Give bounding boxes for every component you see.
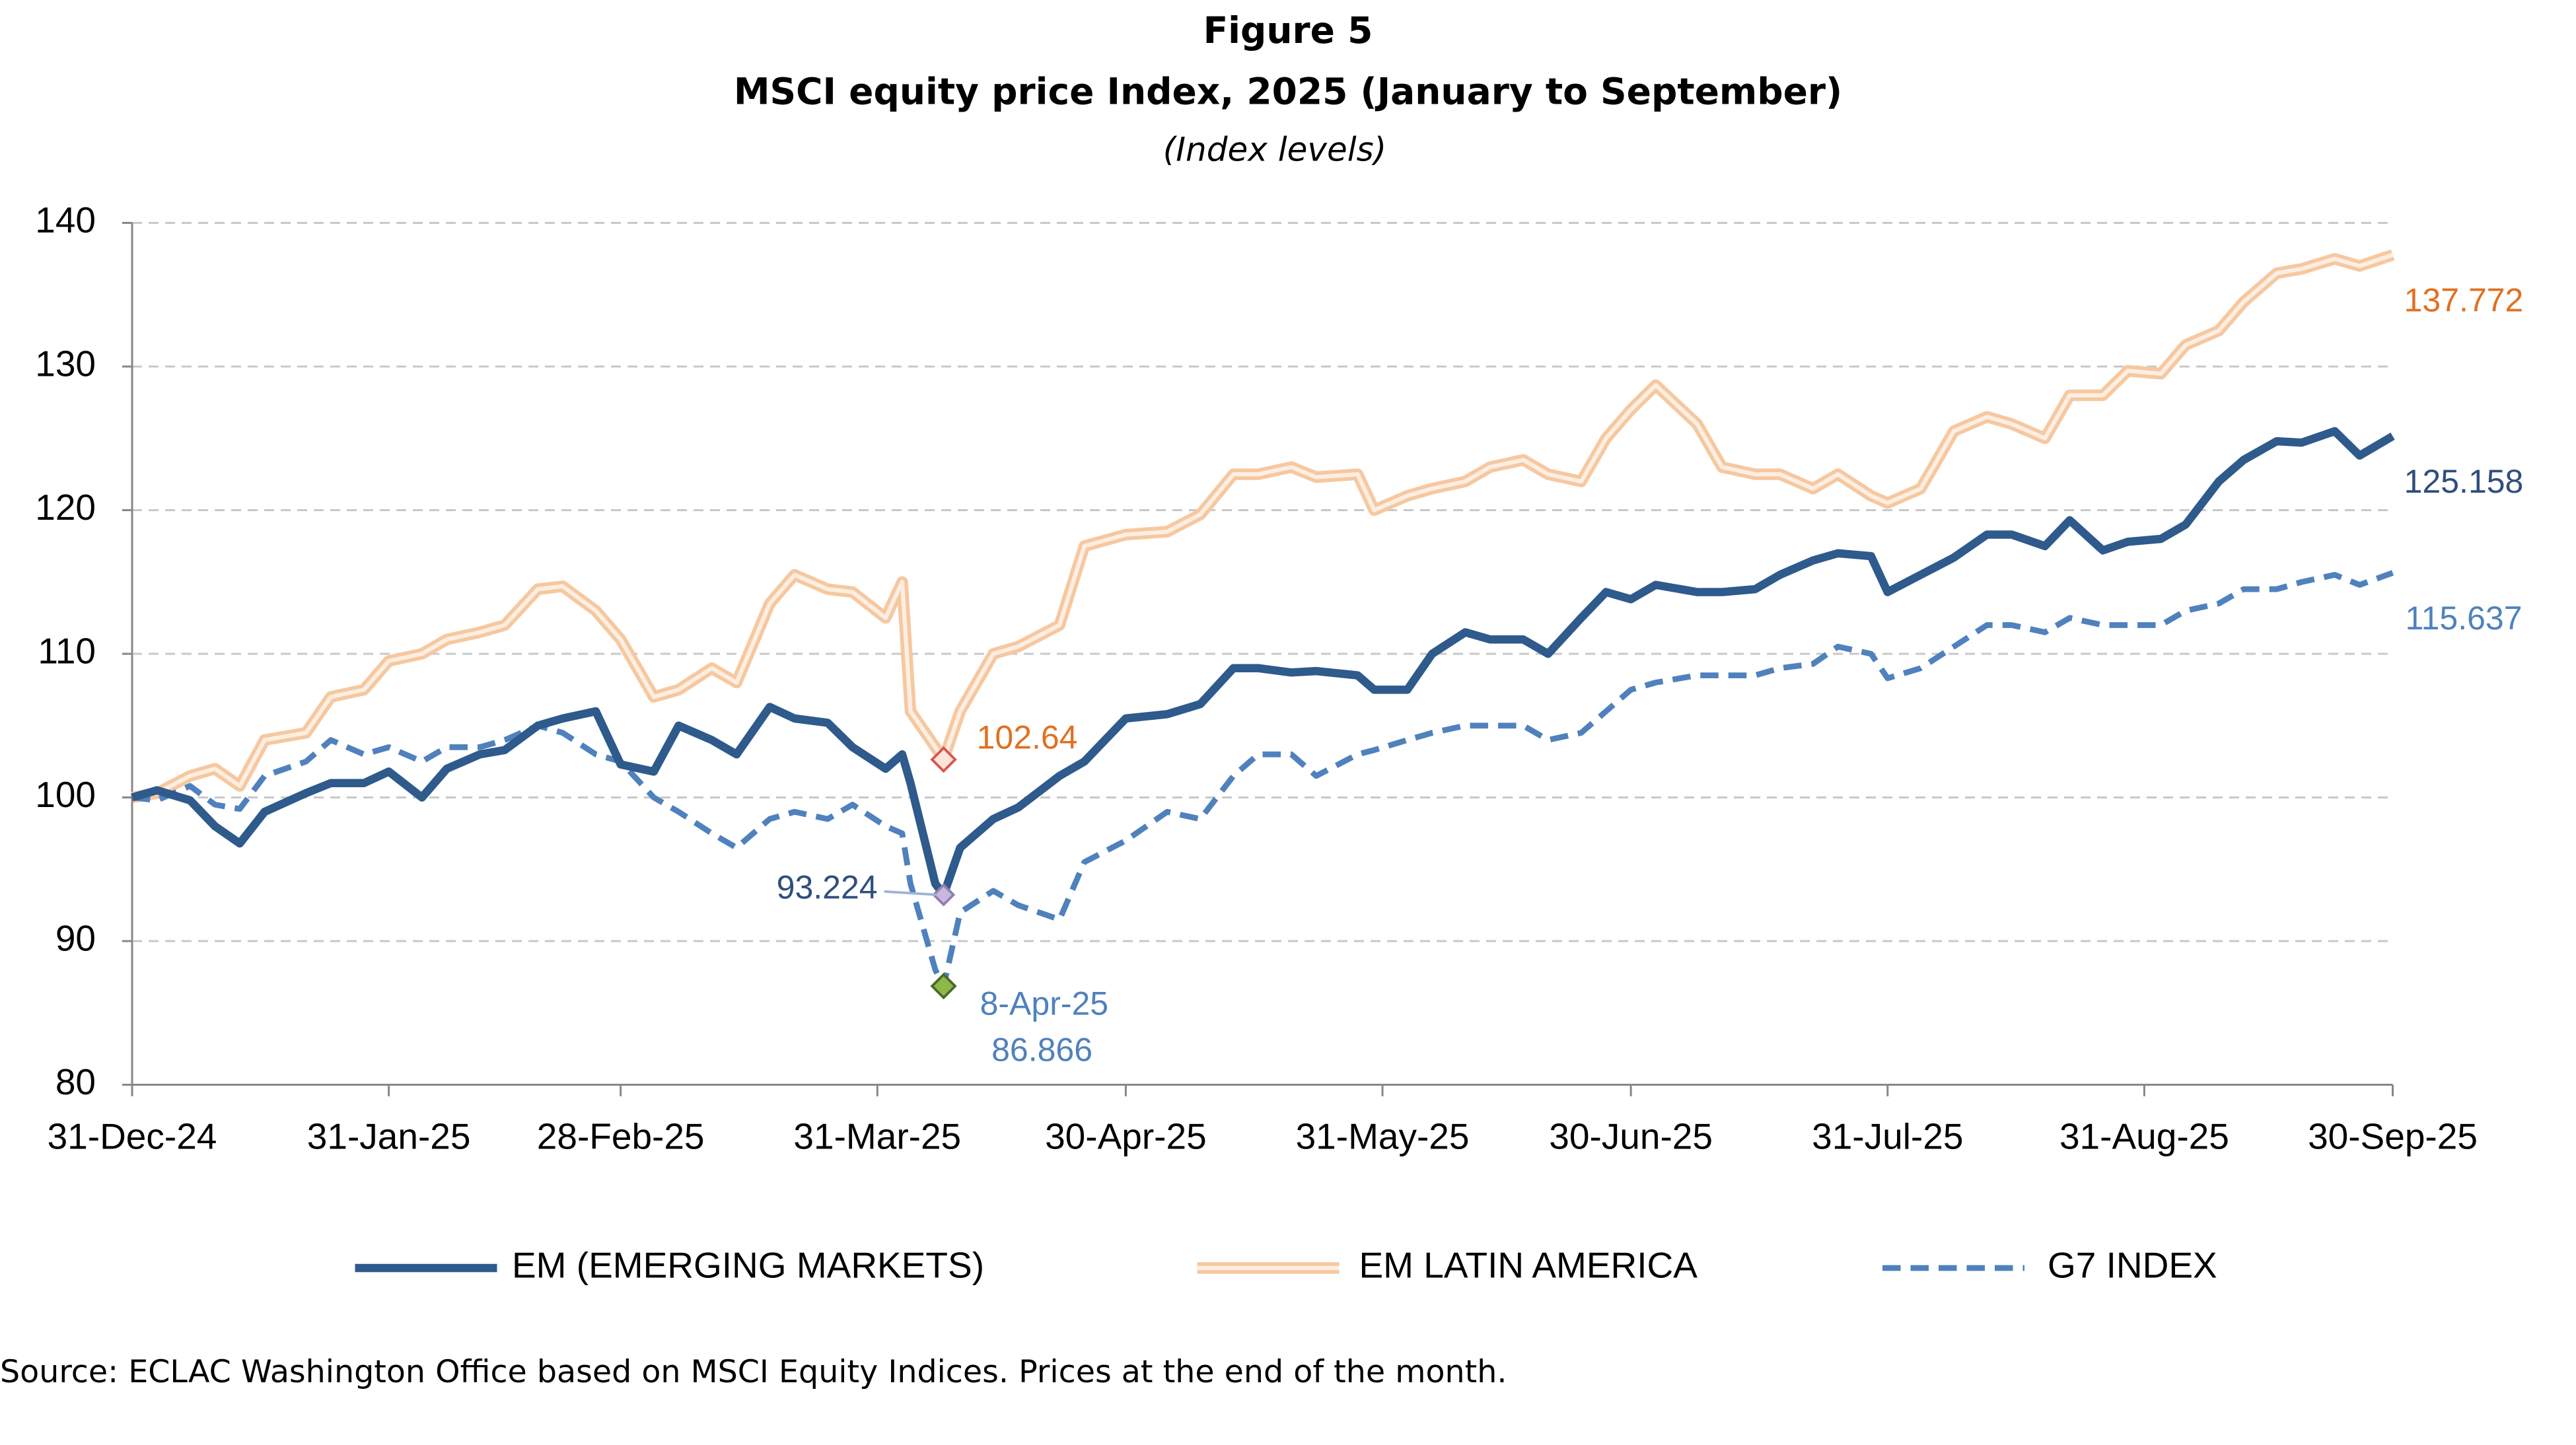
data-label: 93.224 xyxy=(777,869,878,906)
point-marker xyxy=(930,746,957,773)
x-tick-label: 28-Feb-25 xyxy=(537,1116,705,1157)
label-connector xyxy=(884,890,937,896)
series-line xyxy=(131,249,2395,804)
legend-label: G7 INDEX xyxy=(2048,1245,2217,1286)
legend-label: EM LATIN AMERICA xyxy=(1359,1245,1698,1286)
source-note: Source: ECLAC Washington Office based on… xyxy=(0,1354,1507,1390)
annotation: 8-Apr-25 xyxy=(980,985,1109,1022)
x-tick-label: 30-Apr-25 xyxy=(1045,1116,1207,1157)
x-tick-label: 30-Sep-25 xyxy=(2308,1116,2478,1157)
y-tick-label: 130 xyxy=(35,343,96,384)
y-tick-label: 100 xyxy=(35,774,96,815)
x-tick-label: 31-Aug-25 xyxy=(2059,1116,2229,1157)
legend-label: EM (EMERGING MARKETS) xyxy=(512,1245,984,1286)
x-tick-label: 31-Mar-25 xyxy=(793,1116,961,1157)
x-tick-label: 31-Dec-24 xyxy=(48,1116,217,1157)
chart-title: MSCI equity price Index, 2025 (January t… xyxy=(734,71,1842,113)
series-line xyxy=(131,570,2394,989)
series-line xyxy=(131,252,2394,800)
y-tick-label: 140 xyxy=(35,199,96,240)
x-tick-label: 30-Jun-25 xyxy=(1549,1116,1713,1157)
point-marker xyxy=(930,973,957,1000)
chart-subtitle: (Index levels) xyxy=(1163,131,1386,169)
end-label: 125.158 xyxy=(2404,463,2524,500)
end-label: 137.772 xyxy=(2404,282,2524,319)
series-line xyxy=(131,427,2395,899)
y-tick-label: 80 xyxy=(55,1061,96,1102)
x-tick-label: 31-Jan-25 xyxy=(307,1116,471,1157)
y-tick-label: 110 xyxy=(38,631,96,672)
point-marker xyxy=(931,883,956,907)
end-label: 115.637 xyxy=(2405,600,2522,637)
x-tick-label: 31-May-25 xyxy=(1296,1116,1470,1157)
data-label: 86.866 xyxy=(991,1031,1092,1068)
y-tick-label: 120 xyxy=(35,487,96,528)
y-tick-label: 90 xyxy=(55,918,96,959)
figure-label: Figure 5 xyxy=(1203,9,1373,52)
data-label: 102.64 xyxy=(977,719,1078,756)
x-tick-label: 31-Jul-25 xyxy=(1812,1116,1963,1157)
